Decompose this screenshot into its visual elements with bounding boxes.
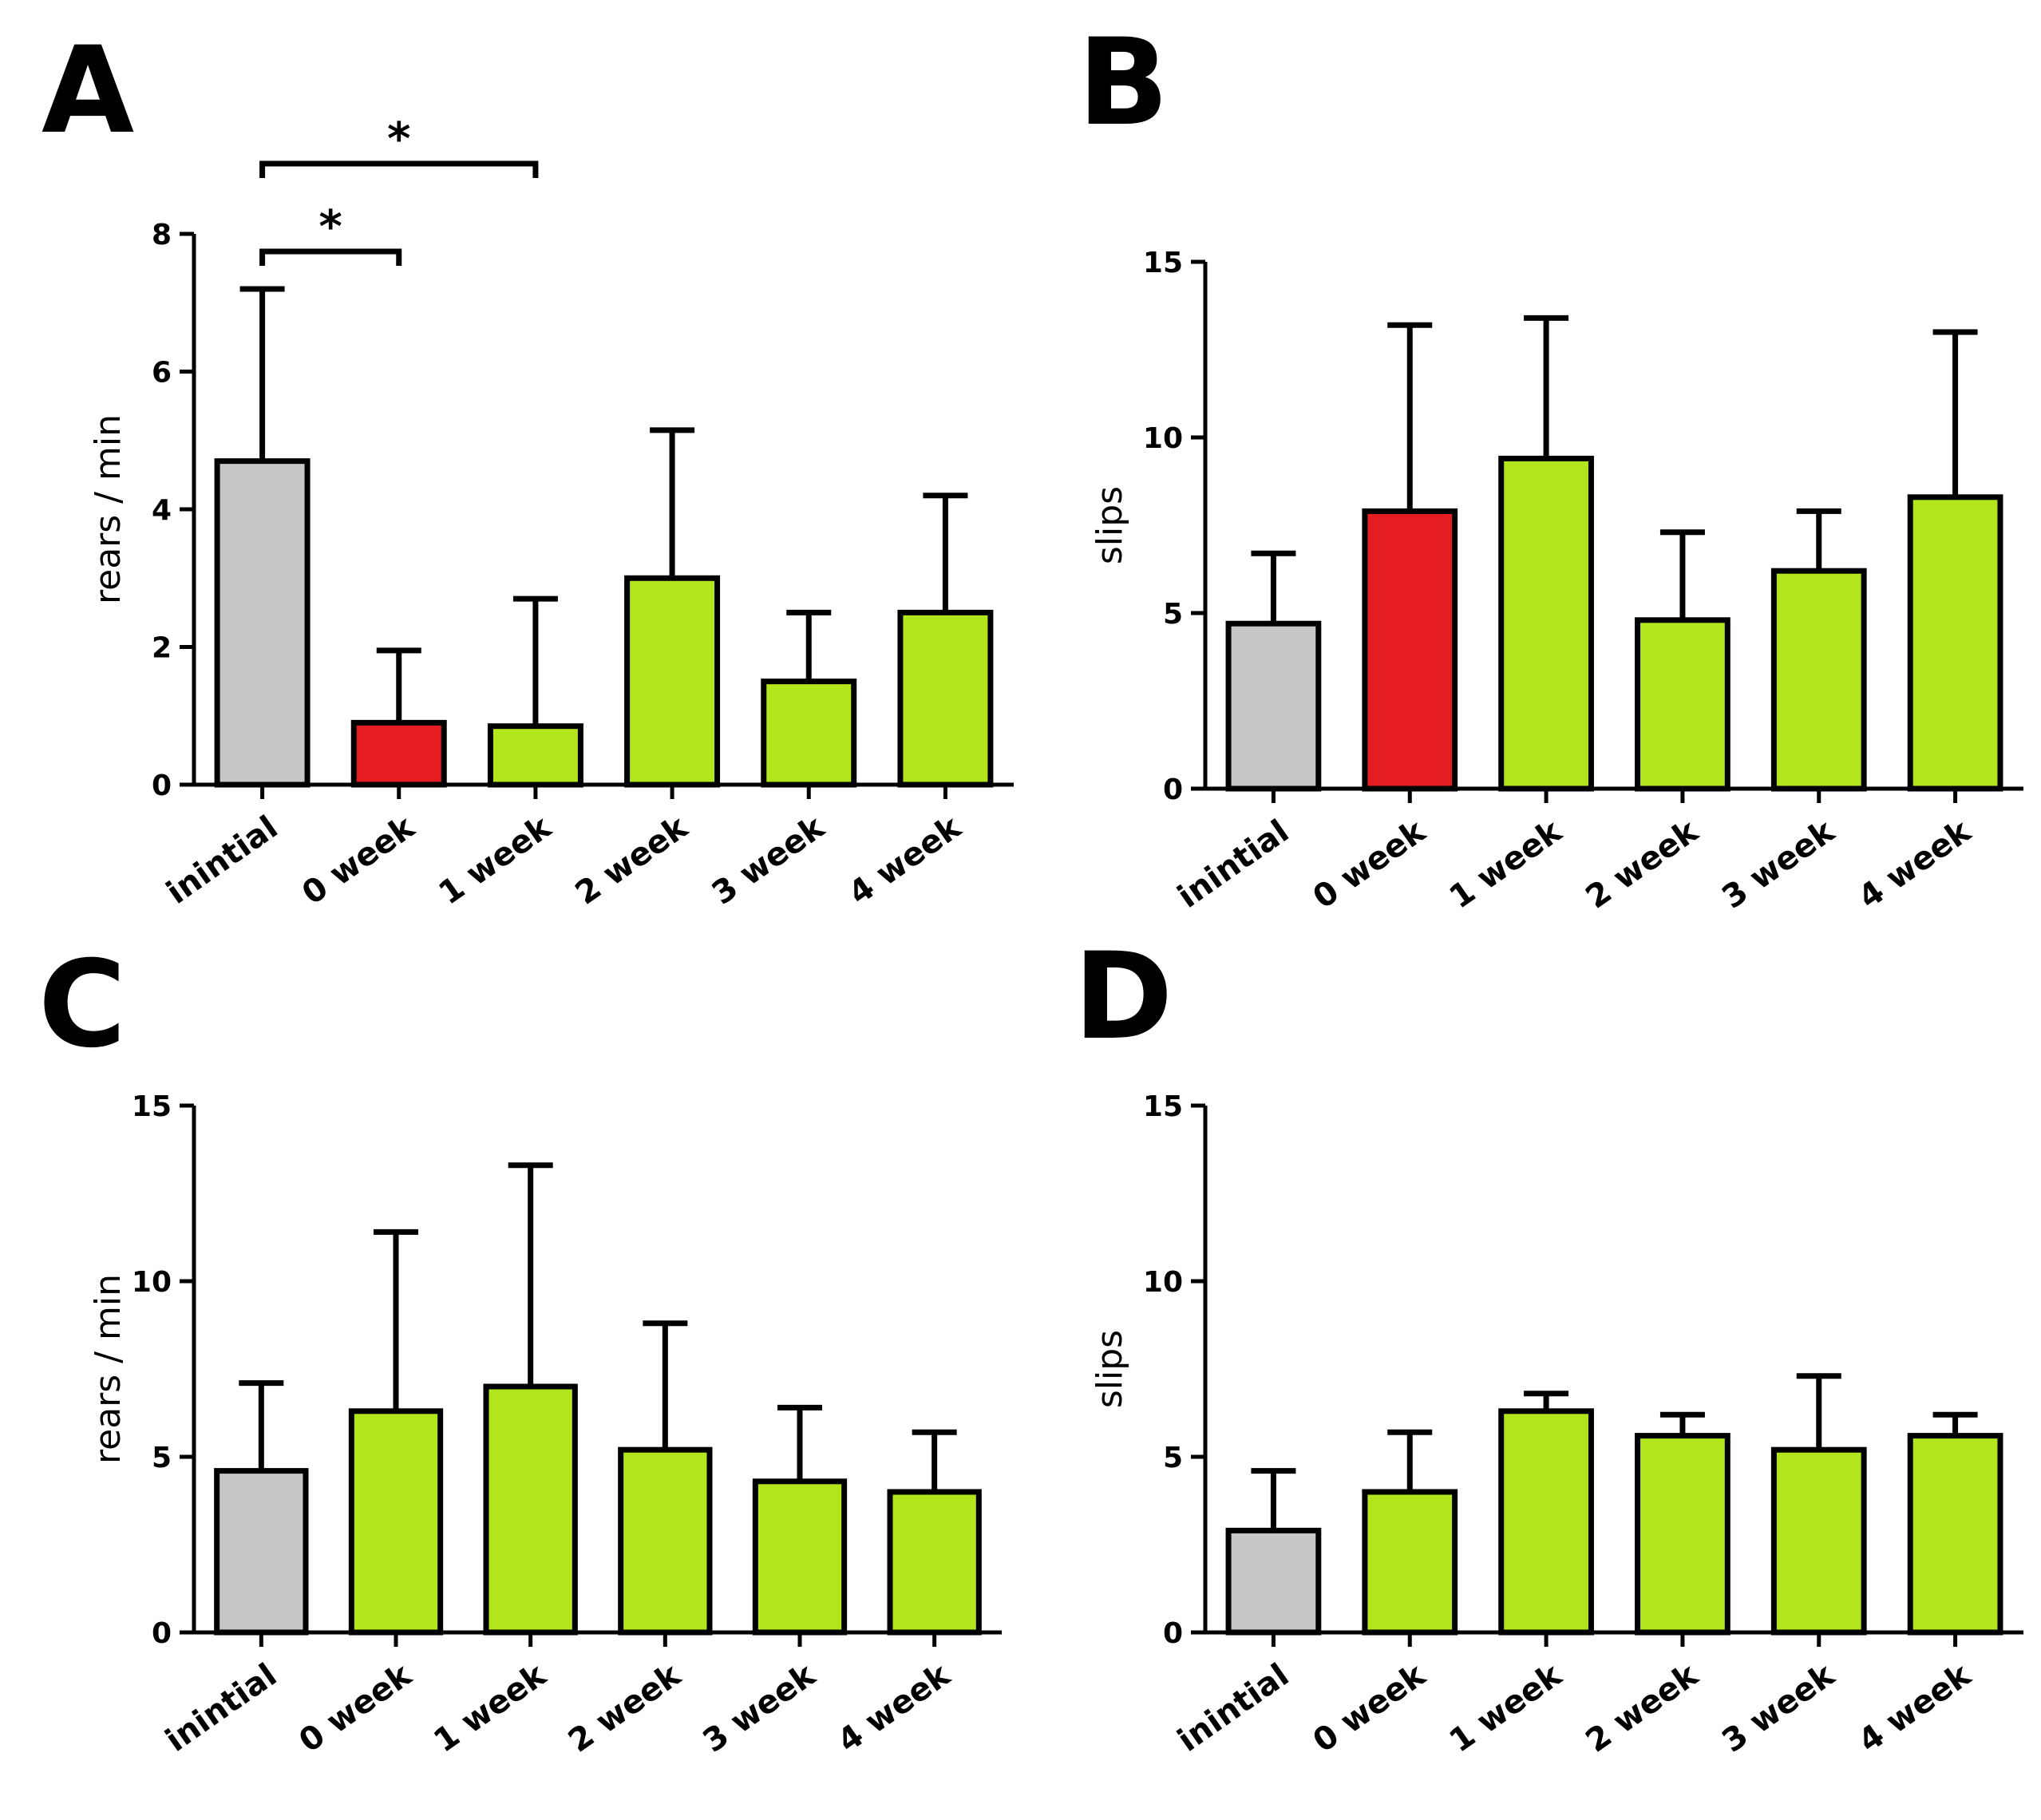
bar-d-0 (1225, 1527, 1322, 1636)
x-label-c-4: 3 week (697, 1656, 823, 1760)
x-label-c-1: 0 week (293, 1656, 419, 1760)
bar-a-4 (761, 679, 857, 788)
bar-d-1 (1362, 1489, 1458, 1636)
bar-b-4 (1770, 568, 1867, 792)
x-label-a-4: 3 week (706, 809, 832, 912)
y-tick-label-a-1: 2 (152, 632, 172, 665)
y-tick-label-b-1: 5 (1163, 598, 1183, 631)
y-tick-label-b-2: 10 (1143, 422, 1183, 455)
bar-c-1 (348, 1408, 444, 1636)
y-axis-title-c: rears / min (88, 1274, 129, 1464)
y-tick-label-c-2: 10 (132, 1266, 172, 1299)
bar-b-1 (1362, 508, 1458, 792)
bar-d-3 (1635, 1433, 1730, 1636)
x-label-b-0: inintial (1171, 813, 1295, 916)
y-tick-label-c-0: 0 (152, 1617, 172, 1650)
bar-c-3 (618, 1446, 713, 1636)
bar-d-4 (1770, 1446, 1867, 1636)
bar-a-0 (214, 458, 311, 788)
bar-c-2 (483, 1383, 578, 1636)
x-label-a-3: 2 week (569, 809, 695, 912)
x-label-c-0: inintial (159, 1657, 283, 1759)
bar-a-2 (487, 723, 583, 788)
bar-d-2 (1498, 1408, 1594, 1636)
x-label-c-5: 4 week (831, 1656, 957, 1760)
x-label-d-5: 4 week (1852, 1656, 1978, 1760)
panel-letter-a: A (42, 22, 134, 160)
y-tick-label-c-1: 5 (152, 1442, 172, 1474)
panel-letter-b: B (1078, 14, 1169, 152)
y-tick-label-b-0: 0 (1163, 774, 1183, 806)
x-label-a-0: inintial (160, 809, 285, 912)
x-label-b-2: 1 week (1443, 813, 1569, 916)
bar-a-3 (624, 575, 721, 788)
y-tick-label-d-3: 15 (1143, 1090, 1183, 1123)
y-tick-label-a-3: 6 (152, 357, 172, 390)
y-axis-title-d: slips (1090, 1330, 1130, 1408)
x-label-b-5: 4 week (1852, 813, 1978, 916)
significance-star-a-1: * (387, 113, 410, 165)
x-label-a-5: 4 week (842, 809, 968, 912)
x-label-d-4: 3 week (1715, 1656, 1841, 1760)
y-axis-title-b: slips (1090, 486, 1130, 564)
y-tick-label-d-0: 0 (1163, 1617, 1183, 1650)
x-label-d-0: inintial (1171, 1657, 1295, 1759)
bar-c-5 (887, 1489, 982, 1636)
y-tick-label-a-2: 4 (152, 494, 172, 527)
y-axis-title-a: rears / min (88, 414, 129, 604)
bar-b-3 (1635, 617, 1730, 792)
x-label-c-2: 1 week (427, 1656, 553, 1760)
x-label-d-3: 2 week (1580, 1656, 1706, 1760)
x-label-a-1: 0 week (295, 809, 421, 912)
panel-letter-c: C (38, 936, 126, 1074)
y-tick-label-d-1: 5 (1163, 1442, 1183, 1474)
bar-b-0 (1225, 620, 1322, 792)
y-tick-label-a-4: 8 (152, 219, 172, 251)
bar-a-5 (897, 609, 994, 788)
x-label-d-1: 0 week (1307, 1656, 1433, 1760)
x-label-b-1: 0 week (1307, 813, 1433, 916)
y-tick-label-c-3: 15 (132, 1090, 172, 1123)
y-tick-label-d-2: 10 (1143, 1266, 1183, 1299)
bar-c-4 (752, 1478, 848, 1636)
bar-b-5 (1907, 494, 2003, 792)
bar-d-5 (1907, 1433, 2003, 1636)
significance-bracket-a-1 (259, 160, 539, 178)
bar-c-0 (214, 1468, 309, 1636)
x-label-a-2: 1 week (433, 809, 559, 912)
panel-letter-d: D (1074, 928, 1173, 1066)
x-label-b-3: 2 week (1580, 813, 1706, 916)
bar-b-2 (1498, 455, 1594, 792)
bar-a-1 (350, 719, 447, 788)
y-tick-label-a-0: 0 (152, 770, 172, 802)
x-label-b-4: 3 week (1715, 813, 1841, 916)
x-label-d-2: 1 week (1443, 1656, 1569, 1760)
x-label-c-3: 2 week (562, 1656, 688, 1760)
significance-star-a-0: * (319, 201, 342, 253)
y-tick-label-b-3: 15 (1143, 247, 1183, 279)
significance-bracket-a-0 (259, 248, 402, 266)
